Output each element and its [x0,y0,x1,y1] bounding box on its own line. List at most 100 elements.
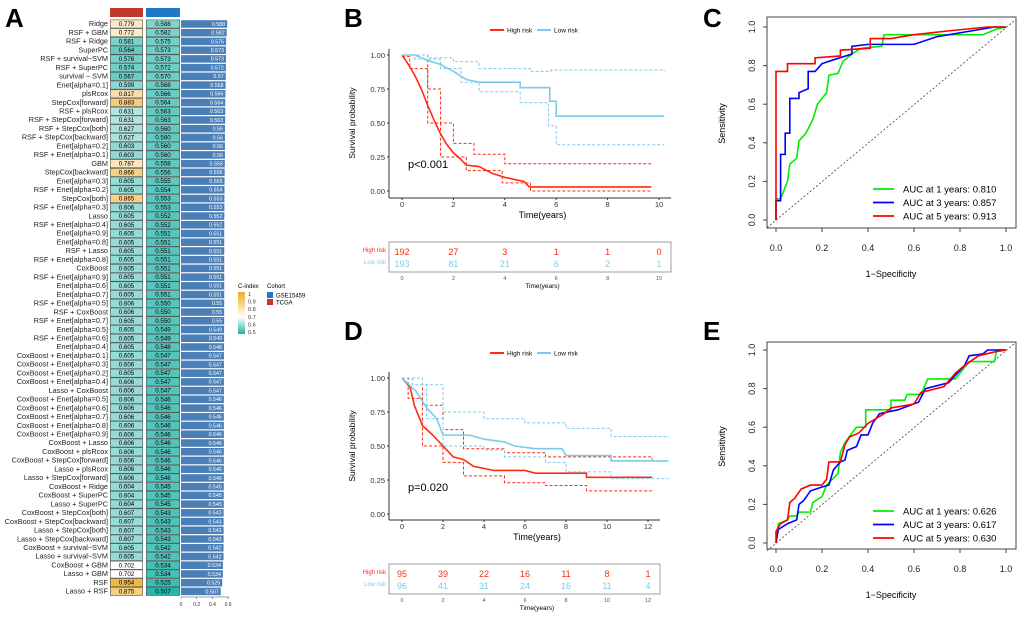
gse-cindex-value: 0.545 [155,484,171,491]
mean-cindex-bar-label: 0.525 [207,581,220,587]
model-label: CoxBoost + StepCox[backward] [5,517,108,526]
tcga-cindex-value: 0.604 [119,492,135,499]
mean-cindex-bar [181,456,224,465]
diagonal-reference-line [766,18,1017,229]
tcga-cell [110,98,144,107]
gse-cindex-value: 0.551 [155,265,171,272]
mean-cindex-bar [181,72,226,81]
x-axis-title: 1−Specificity [866,590,917,600]
model-label: CoxBoost + Enet[alpha=0.6] [17,403,108,412]
mean-cindex-bar-label: 0.551 [209,266,222,272]
gse-cindex-value: 0.546 [155,423,171,430]
mean-cindex-bar [181,517,224,526]
heatmap-row: plsRcox 0.817 0.566 0.566 [82,89,226,99]
heatmap-row: Ridge 0.779 0.588 0.588 [89,19,228,29]
heatmap-row: RSF + SuperPC 0.574 0.572 0.572 [55,63,226,72]
high-risk-survival-curve [401,377,653,479]
gse-cell [146,80,181,90]
mean-cindex-bar-label: 0.552 [209,223,222,229]
gse-cell [146,333,181,343]
gse-cell [146,525,181,535]
mean-cindex-bar [181,151,225,159]
tcga-cell [110,19,144,29]
gse-cell [146,569,181,579]
model-label: SuperPC [78,45,108,54]
heatmap-row: RSF + Enet[alpha=0.2] 0.605 0.554 0.554 [34,185,225,195]
tcga-cell [110,37,144,46]
gse-cindex-value: 0.550 [155,300,171,307]
model-label: RSF + Enet[alpha=0.8] [34,255,108,264]
mean-cindex-bar-label: 0.55 [212,310,222,316]
tcga-cell [110,246,144,256]
gse-cell [146,168,181,177]
km_b-panel: High risk Low risk 0.00 0.25 0.50 0.75 1.00 0 2 4… [347,28,672,290]
mean-cindex-bar-label: 0.553 [209,205,222,211]
risk-count-high: 27 [448,247,458,257]
tcga-cindex-value: 0.631 [119,108,135,115]
heatmap-row: StepCox[backward] 0.866 0.556 0.556 [45,168,225,177]
x-tick-label: 1.0 [1000,564,1013,574]
roc_e-panel: 0.0 0.2 0.4 0.6 0.8 1.0 0.0 0.2 0.4 0.6 0.8 1.0 Sens… [717,341,1017,600]
heatmap-row: RSF + CoxBoost 0.606 0.550 0.55 [53,307,225,317]
heatmap-row: RSF + Enet[alpha=0.1] 0.603 0.560 0.56 [34,150,225,160]
gse-cell [146,342,181,352]
tcga-cindex-value: 0.567 [119,73,135,80]
heatmap-row: Lasso + GBM 0.702 0.534 0.534 [64,569,223,579]
risk-count-low: 81 [448,259,458,269]
gse-cell [146,412,181,422]
model-label: CoxBoost + Enet[alpha=0.7] [17,412,108,421]
gse-cell [146,298,181,308]
mean-cindex-bar [181,63,226,72]
mean-cindex-bar [181,168,225,177]
model-label: Enet[alpha=0.4] [57,342,108,351]
mean-cindex-bar [181,561,223,569]
mean-cindex-bar [181,587,221,596]
gse-cell [146,482,181,492]
mean-cindex-bar-label: 0.534 [208,563,221,569]
gse-cell [146,159,181,169]
x-tick-label: 0 [400,522,404,531]
risk-table-x-tick-label: 10 [604,598,610,604]
heatmap-row: Enet[alpha=0.1] 0.599 0.568 0.568 [57,80,226,90]
heatmap-row: Lasso + StepCox[both] 0.607 0.543 0.543 [34,526,224,535]
tcga-cindex-value: 0.606 [119,309,135,316]
tcga-cindex-value: 0.578 [119,56,135,63]
cohort-header-gse15459 [146,8,180,17]
model-label: RSF + survival−SVM [40,54,108,63]
panel-label-b: B [344,3,363,33]
cohort-swatch-gse15459 [267,292,273,298]
low-risk-survival-curve [401,377,669,462]
tcga-cell [110,456,144,465]
tcga-cindex-value: 0.865 [119,196,135,203]
gse-cell [146,176,181,186]
mean-cindex-bar-label: 0.588 [212,22,225,28]
gse-cell [146,272,181,282]
legend-label: AUC at 3 years: 0.857 [903,198,996,209]
mean-cindex-bar-label: 0.568 [210,83,223,89]
model-label: RSF + StepCox[forward] [29,115,108,124]
mean-cindex-bar [181,28,227,37]
tcga-cindex-value: 0.605 [119,353,135,360]
mean-cindex-bar-label: 0.547 [209,362,222,368]
heatmap-row: Lasso + CoxBoost 0.606 0.547 0.547 [49,386,224,395]
gse-cindex-value: 0.572 [155,65,171,72]
x-tick-label: 0.0 [770,243,783,253]
tcga-cindex-value: 0.606 [119,361,135,368]
gse-cindex-value: 0.558 [155,161,171,168]
model-label: RSF + CoxBoost [53,307,108,316]
tcga-cell [110,176,144,186]
model-label: CoxBoost + StepCox[both] [22,508,108,517]
tcga-cell [110,333,144,343]
model-label: plsRcox [82,89,108,98]
gse-cindex-value: 0.543 [155,527,171,534]
gse-cell [146,447,181,457]
tcga-cindex-value: 0.603 [119,152,135,159]
y-tick-label: 0.00 [370,187,385,196]
mean-cindex-bar-label: 0.542 [208,546,221,552]
mean-cindex-bar-label: 0.552 [209,214,222,220]
y-tick-label: 0.75 [370,408,385,417]
gse-cindex-value: 0.551 [155,292,171,299]
legend-high-risk-label: High risk [507,351,533,358]
gse-cell [146,421,181,430]
cohort-legend-title: Cohort [267,284,285,290]
